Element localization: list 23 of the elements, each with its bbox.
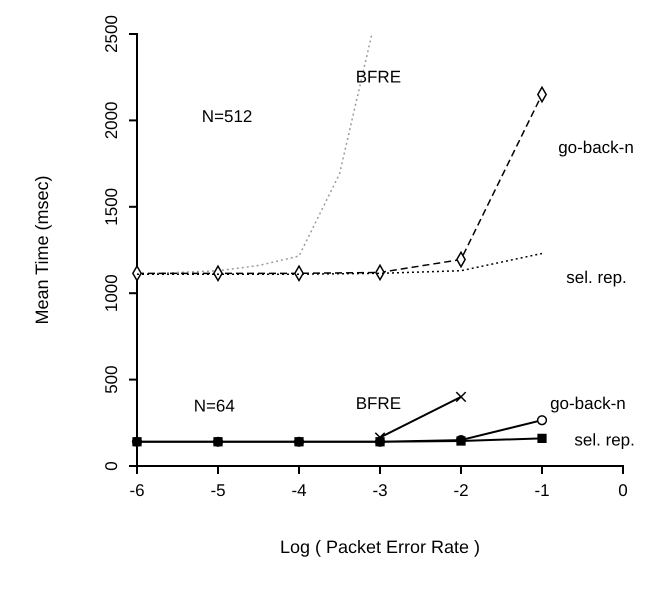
y-tick-label: 500 xyxy=(102,365,121,394)
y-tick-label: 1500 xyxy=(102,188,121,226)
y-tick-label: 2500 xyxy=(102,15,121,53)
series-label: BFRE xyxy=(356,394,402,413)
x-tick-label: -2 xyxy=(453,481,469,500)
x-tick-label: 0 xyxy=(618,481,628,500)
x-tick-label: -4 xyxy=(291,481,307,500)
y-tick-label: 2000 xyxy=(102,101,121,140)
series-label: sel. rep. xyxy=(574,430,635,450)
y-tick-label: 1000 xyxy=(102,274,121,312)
y-axis-title: Mean Time (msec) xyxy=(32,175,52,325)
annotation: N=64 xyxy=(194,396,235,416)
series-label: go-back-n xyxy=(558,138,634,158)
y-tick-label: 0 xyxy=(102,461,121,471)
x-axis-title: Log ( Packet Error Rate ) xyxy=(280,537,480,557)
series-label: go-back-n xyxy=(550,394,626,413)
x-tick-label: -5 xyxy=(210,481,226,500)
series-label: BFRE xyxy=(356,67,402,86)
annotation: N=512 xyxy=(202,107,252,126)
x-tick-label: -1 xyxy=(534,481,550,500)
x-tick-label: -6 xyxy=(129,481,145,500)
series-label: sel. rep. xyxy=(566,268,627,287)
x-tick-label: -3 xyxy=(372,481,388,500)
